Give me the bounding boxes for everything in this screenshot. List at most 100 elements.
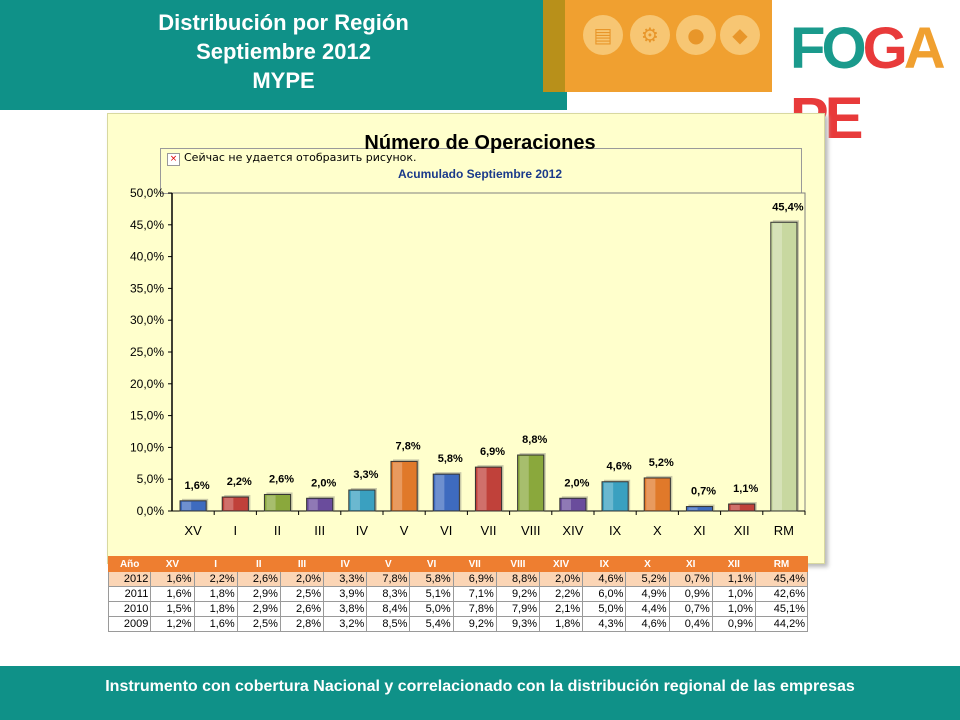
table-cell: 2,8% (279, 616, 325, 632)
data-label: 0,7% (691, 486, 716, 498)
y-tick-label: 45,0% (130, 218, 164, 232)
x-tick-label: III (314, 523, 325, 538)
bar (517, 454, 545, 512)
table-cell: 7,8% (452, 601, 497, 617)
table-cell: 6,0% (582, 586, 627, 602)
table-cell: 1,6% (193, 616, 238, 632)
data-label: 2,0% (311, 477, 336, 489)
table-cell: 2012 (107, 571, 152, 587)
plot-area (171, 192, 806, 512)
table-row: 2012 1,6% 2,2% 2,6% 2,0% 3,3% 7,8% 5,8% 6,9% 8,8%… (107, 571, 809, 587)
table-cell: 3,2% (323, 616, 368, 632)
table-cell: 5,8% (409, 571, 454, 587)
table-cell: 9,3% (495, 616, 541, 632)
table-header-cell: VI (409, 556, 454, 572)
table-cell: 2,5% (236, 616, 281, 632)
bar-highlight (224, 498, 234, 510)
table-row: 2010 1,5% 1,8% 2,9% 2,6% 3,8% 8,4% 5,0% 7,8% 7,9%… (107, 601, 809, 617)
y-tick-label: 30,0% (130, 313, 164, 327)
bar-highlight (688, 507, 698, 510)
bar-highlight (266, 495, 276, 510)
table-cell: 1,6% (150, 586, 195, 602)
bar-highlight (435, 475, 445, 510)
table-cell: 5,1% (409, 586, 454, 602)
page-subtitle-date: Septiembre 2012 (196, 39, 371, 64)
data-label: 2,6% (269, 473, 294, 485)
chart-title: Número de Operaciones (364, 132, 596, 154)
bar-highlight (182, 501, 192, 510)
table-cell: 0,9% (668, 586, 713, 602)
data-label: 6,9% (480, 446, 505, 458)
table-header-cell: V (366, 556, 411, 572)
y-tick-label: 0,0% (137, 504, 165, 518)
logo-letter: O (821, 16, 866, 81)
table-cell: 1,8% (539, 616, 584, 632)
data-label: 4,6% (607, 461, 632, 473)
table-cell: 1,6% (150, 571, 195, 587)
logo-letter: G (862, 16, 908, 81)
table-header-cell: III (279, 556, 325, 572)
bar (728, 503, 756, 512)
table-cell: 5,2% (625, 571, 670, 587)
table-cell: 2011 (107, 586, 152, 602)
table-cell: 3,3% (323, 571, 368, 587)
page-subtitle-segment: MYPE (252, 68, 315, 93)
table-header-cell: RM (754, 556, 809, 572)
data-label: 45,4% (772, 201, 803, 213)
bar-highlight (561, 499, 571, 510)
table-cell: 0,7% (668, 571, 713, 587)
bar (559, 497, 587, 512)
table-header-cell: X (625, 556, 670, 572)
y-tick-label: 50,0% (130, 186, 164, 200)
table-cell: 2,6% (279, 601, 325, 617)
table-cell: 7,1% (452, 586, 497, 602)
x-tick-label: V (400, 523, 409, 538)
fogape-logo: FOGAPE (790, 14, 950, 151)
data-label: 5,8% (438, 453, 463, 465)
bar-highlight (646, 478, 656, 510)
banner-accent (543, 0, 565, 92)
table-row: 2011 1,6% 1,8% 2,9% 2,5% 3,9% 8,3% 5,1% 7,1% 9,2%… (107, 586, 809, 602)
table-cell: 8,8% (495, 571, 541, 587)
data-label: 8,8% (522, 434, 547, 446)
x-tick-label: II (274, 523, 281, 538)
bar-chart: 0,0% 5,0% 10,0% 15,0% 20,0% 25,0% 30,0% 35,0% 40… (130, 186, 806, 538)
table-cell: 1,1% (711, 571, 756, 587)
table-header-cell: XIV (539, 556, 584, 572)
data-label: 1,1% (733, 483, 758, 495)
y-tick-label: 35,0% (130, 281, 164, 295)
bar-highlight (477, 468, 487, 510)
table-cell: 3,9% (323, 586, 368, 602)
table-cell: 1,0% (711, 586, 756, 602)
table-cell: 4,6% (625, 616, 670, 632)
y-tick-label: 15,0% (130, 409, 164, 423)
table-cell: 4,3% (582, 616, 627, 632)
table-cell: 6,9% (452, 571, 497, 587)
table-cell: 0,7% (668, 601, 713, 617)
bar (432, 473, 460, 512)
table-cell: 2,2% (193, 571, 238, 587)
table-cell: 42,6% (754, 586, 809, 602)
data-table: Año XV I II III IV V VI VII VIII XIV IX X XI XII RM 2012… (107, 556, 809, 632)
bar-highlight (604, 482, 614, 510)
header-title-block: Distribución por Región Septiembre 2012 … (0, 0, 567, 110)
data-label: 5,2% (649, 457, 674, 469)
table-cell: 1,5% (150, 601, 195, 617)
x-tick-label: VIII (521, 523, 541, 538)
table-cell: 2,2% (539, 586, 584, 602)
footer-banner: Instrumento con cobertura Nacional y cor… (0, 666, 960, 720)
table-header-cell: IX (582, 556, 627, 572)
table-cell: 2009 (107, 616, 152, 632)
table-cell: 0,9% (711, 616, 756, 632)
table-header-cell: II (236, 556, 281, 572)
table-row: 2009 1,2% 1,6% 2,5% 2,8% 3,2% 8,5% 5,4% 9,2% 9,3%… (107, 616, 809, 632)
table-cell: 8,4% (366, 601, 411, 617)
table-cell: 2,6% (236, 571, 281, 587)
table-header-row: Año XV I II III IV V VI VII VIII XIV IX X XI XII RM (107, 556, 809, 572)
x-tick-label: XI (693, 523, 705, 538)
logo-letter: E (824, 86, 864, 151)
table-cell: 2,9% (236, 586, 281, 602)
table-cell: 3,8% (323, 601, 368, 617)
table-header-cell: VIII (495, 556, 541, 572)
bar-highlight (308, 499, 318, 510)
